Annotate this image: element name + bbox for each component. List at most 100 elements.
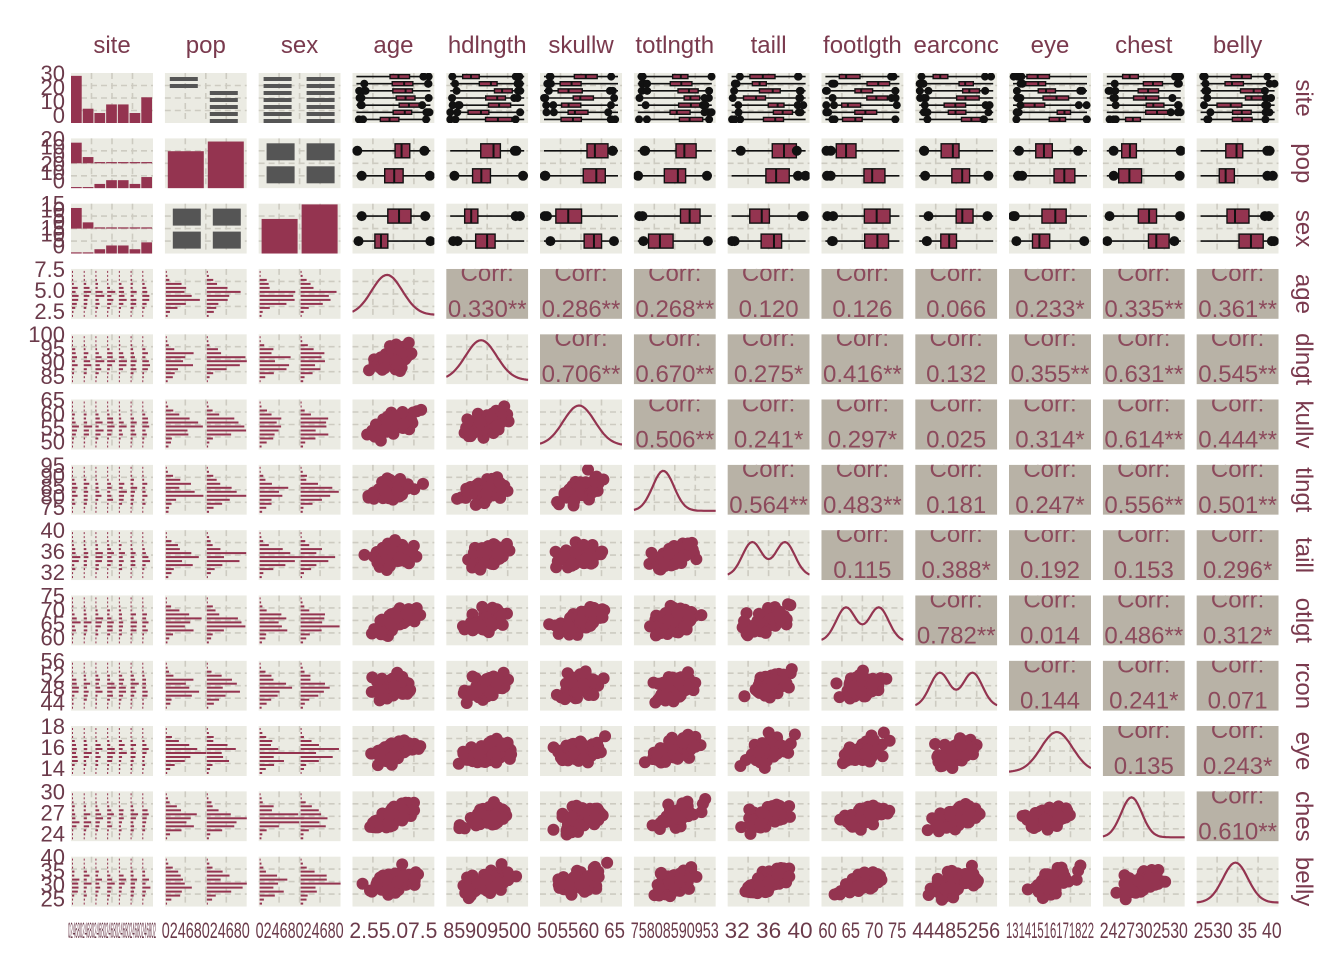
facet-bar [130,670,132,673]
facet-bar [72,601,73,604]
panel-pop-earconch [915,138,998,189]
panel-gridlines [821,595,904,646]
corr-value: 0.241* [734,427,803,454]
outlier [981,86,990,95]
facet-bar [130,682,139,685]
facet-bar [107,270,109,273]
facet-bar [206,478,217,481]
corr-panel-background [915,334,998,385]
facet-bar [83,740,87,742]
outlier [1173,108,1182,117]
facet-bar [118,886,122,889]
outlier [1082,101,1091,110]
facet-bar [95,502,97,505]
corr-panel-background [821,268,904,319]
facet-bar [95,756,101,758]
facet-bar [142,706,144,709]
panel-eye-pop [164,726,247,776]
panel-gridlines [258,791,341,842]
facet-bar [165,617,202,620]
facet-bar [300,666,303,669]
corr-value: 0.144 [1020,688,1080,715]
corr-value: 0.120 [739,296,799,323]
facet-bar [107,544,110,547]
panel-footlgth-pop [164,595,247,646]
facet-bar [118,486,123,489]
facet-bar [130,641,132,644]
facet-bar [95,568,99,571]
facet-bar [165,801,170,804]
facet-bar [130,748,134,750]
facet-bar [259,572,264,575]
facet-bar [72,405,73,408]
facet-bar [259,698,272,701]
facet-bar [83,702,85,705]
mosaic-bar [306,91,335,95]
box [586,143,609,159]
point [407,539,420,552]
facet-bar [118,470,120,473]
panel-site-site [71,73,153,123]
facet-bar [130,601,132,604]
panel-taill-skullw [540,530,622,581]
facet-bar [300,690,324,693]
facet-bar [72,510,73,513]
box [560,102,582,108]
facet-bar [130,576,132,579]
facet-bar [142,336,144,339]
facet-bar [107,670,109,673]
point [374,614,387,627]
facet-bar [107,368,110,371]
bar [71,252,82,254]
facet-bar [142,494,148,497]
facet-bar [206,356,246,359]
facet-bar [259,772,263,774]
point [667,695,680,708]
outlier [700,108,709,117]
facet-bar [107,706,109,709]
bar [301,204,338,254]
point [570,685,583,698]
point [943,757,956,770]
facet-bar [259,302,287,305]
facet-bar [300,445,304,448]
outlier [987,73,996,81]
facet-bar [118,772,120,774]
facet-bar [130,348,134,351]
facet-bar [95,532,97,535]
panel-gridlines [258,530,341,581]
corr-value: 0.545** [1198,361,1277,388]
point [574,614,587,627]
facet-bar [107,405,109,408]
facet-bar [95,817,104,820]
outlier [1108,170,1119,181]
facet-bar [300,506,304,509]
facet-bar [142,429,146,432]
facet-bar [142,470,144,473]
facet-bar [300,405,302,408]
facet-bar [142,572,144,575]
facet-bar [206,690,240,693]
facet-bar [95,682,99,685]
facet-bar [165,368,179,371]
facet-bar [259,609,267,612]
facet-bar [95,372,99,375]
box [1224,81,1245,87]
facet-bar [107,564,111,567]
facet-bar [130,466,132,469]
facet-bar [107,560,113,563]
facet-bar [259,793,261,796]
facet-bar [83,805,86,808]
facet-bar [259,348,274,351]
facet-bar [165,772,168,774]
outlier [793,101,802,110]
facet-bar [206,764,213,766]
corr-panel-background [1196,268,1279,319]
point [400,608,413,621]
facet-bar [118,360,127,363]
facet-bar [142,552,146,555]
corr-panel-background [727,268,810,319]
facet-bar [259,621,279,624]
panel-skullw-hdlngth [446,399,529,450]
